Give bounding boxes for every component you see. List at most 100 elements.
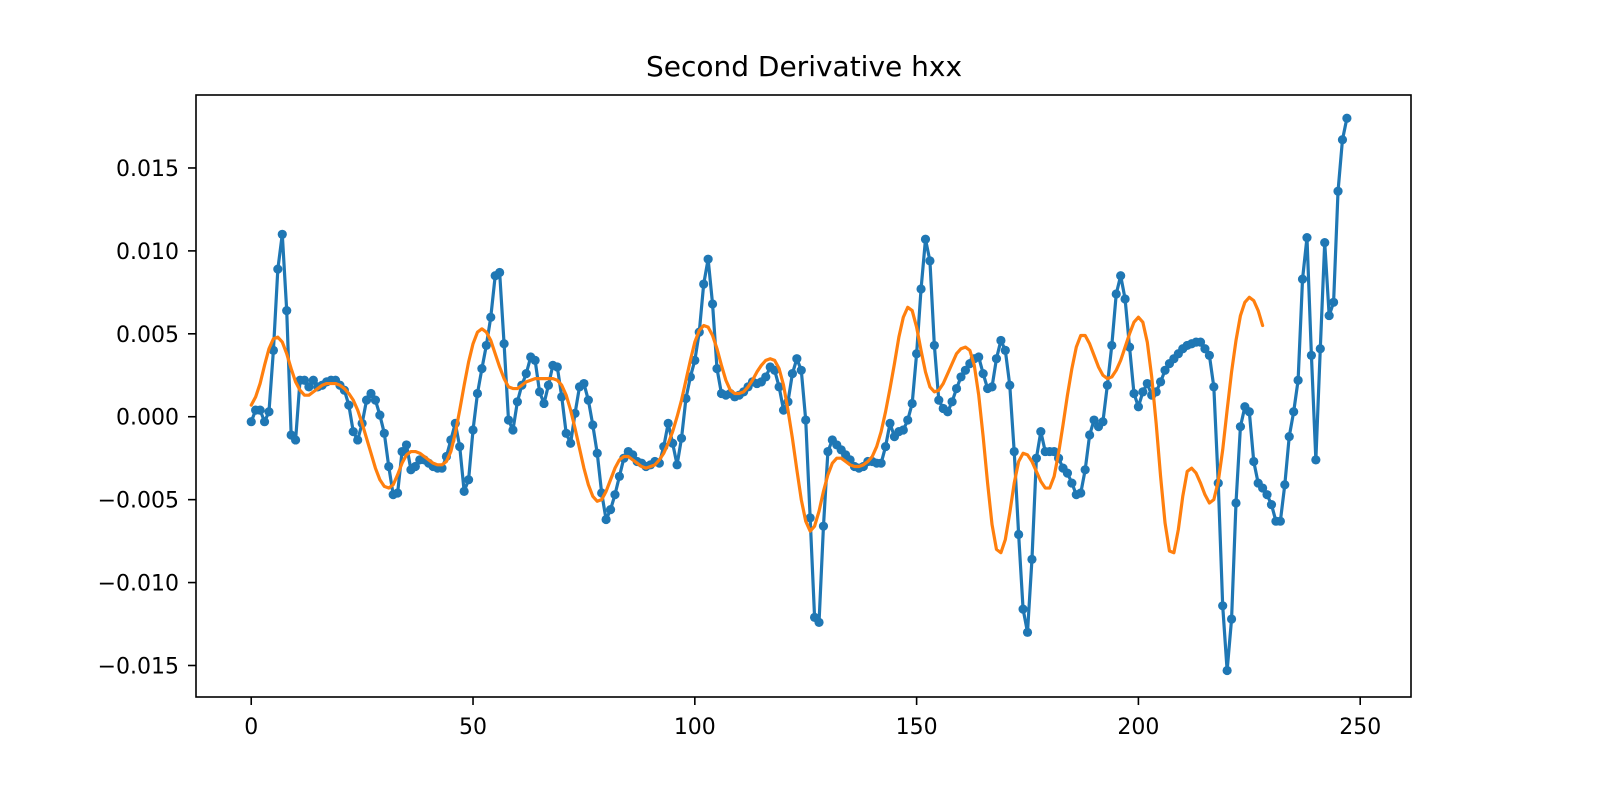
data-point: [823, 446, 833, 457]
data-point: [1067, 478, 1077, 488]
data-point: [1000, 345, 1010, 355]
data-point: [929, 340, 939, 351]
data-point: [1107, 340, 1117, 351]
data-point: [1209, 382, 1219, 392]
data-point: [503, 415, 514, 425]
data-point: [1155, 377, 1166, 387]
data-point: [472, 388, 483, 399]
data-point: [1262, 490, 1272, 500]
data-point: [1018, 604, 1028, 614]
data-point: [974, 352, 984, 362]
data-point: [676, 433, 687, 443]
y-tick-label: −0.015: [98, 654, 179, 679]
data-point: [1249, 456, 1259, 467]
data-point: [375, 410, 385, 420]
chart-title: Second Derivative hxx: [646, 50, 962, 83]
data-point: [960, 365, 971, 375]
data-point: [792, 354, 802, 364]
data-point: [379, 428, 389, 438]
y-tick-label: 0.005: [116, 323, 179, 348]
data-point: [1284, 432, 1294, 442]
data-point: [1160, 365, 1170, 375]
x-axis: 0 50 100 150 200 250: [244, 697, 1381, 740]
x-tick-label: 0: [244, 715, 258, 740]
data-point: [1320, 238, 1330, 248]
data-point: [353, 435, 363, 445]
x-tick-label: 200: [1117, 715, 1159, 740]
data-point: [801, 415, 811, 425]
data-point: [1005, 380, 1015, 390]
data-point: [552, 362, 562, 372]
data-point: [1120, 294, 1130, 304]
data-point: [610, 490, 620, 500]
data-point: [344, 400, 354, 410]
data-point: [530, 355, 540, 365]
data-point: [943, 407, 953, 417]
data-point: [663, 418, 673, 428]
data-point: [557, 392, 567, 402]
data-point: [1218, 601, 1228, 611]
data-point: [947, 397, 957, 407]
data-point: [1258, 483, 1268, 493]
data-point: [1089, 415, 1099, 425]
data-point: [299, 375, 310, 385]
data-point: [614, 471, 625, 482]
data-point: [534, 387, 545, 397]
data-point: [978, 369, 988, 379]
data-point: [1289, 407, 1299, 417]
y-axis: −0.015 −0.010 −0.005 0.000 0.005 0.010 0.015: [98, 157, 196, 679]
data-point: [1204, 350, 1214, 360]
data-point: [1200, 344, 1210, 354]
data-point: [455, 441, 465, 452]
data-point: [672, 460, 682, 470]
data-point: [1231, 498, 1241, 508]
data-point: [579, 378, 589, 389]
data-point: [707, 299, 718, 309]
data-point: [885, 418, 895, 428]
data-point: [605, 505, 616, 515]
y-tick-label: −0.005: [98, 489, 179, 514]
data-point: [1306, 350, 1317, 360]
data-point: [543, 380, 554, 390]
x-tick-label: 100: [674, 715, 716, 740]
data-point: [1142, 378, 1152, 389]
y-tick-label: −0.010: [98, 572, 179, 597]
data-point: [277, 229, 287, 239]
data-point: [601, 514, 611, 525]
data-point: [1280, 480, 1290, 490]
data-point: [1324, 310, 1334, 321]
data-point: [1014, 529, 1024, 540]
data-point: [521, 369, 531, 379]
data-point: [774, 382, 784, 392]
data-point: [1111, 289, 1121, 299]
data-point: [1062, 468, 1073, 478]
data-point: [477, 364, 487, 374]
data-point: [512, 397, 522, 407]
data-point: [1102, 380, 1112, 390]
data-point: [699, 279, 709, 289]
data-point: [920, 234, 931, 244]
data-point: [934, 395, 944, 405]
data-point: [1311, 455, 1321, 465]
data-point: [876, 458, 886, 468]
data-point: [1027, 554, 1037, 564]
x-tick-label: 250: [1339, 715, 1381, 740]
plot-frame: [195, 94, 1412, 698]
data-point: [268, 345, 279, 355]
data-point: [987, 382, 997, 392]
data-point: [255, 405, 265, 415]
data-point: [1080, 465, 1090, 475]
data-point: [1031, 453, 1041, 463]
data-point: [787, 369, 798, 379]
data-point: [1076, 488, 1086, 498]
data-point: [880, 441, 891, 452]
data-point: [761, 372, 771, 382]
data-point: [1266, 500, 1277, 510]
data-point: [818, 521, 829, 531]
data-point: [1337, 135, 1348, 145]
data-point: [996, 335, 1006, 346]
data-point: [1315, 344, 1325, 354]
data-point: [796, 365, 806, 375]
data-point: [1302, 233, 1312, 243]
